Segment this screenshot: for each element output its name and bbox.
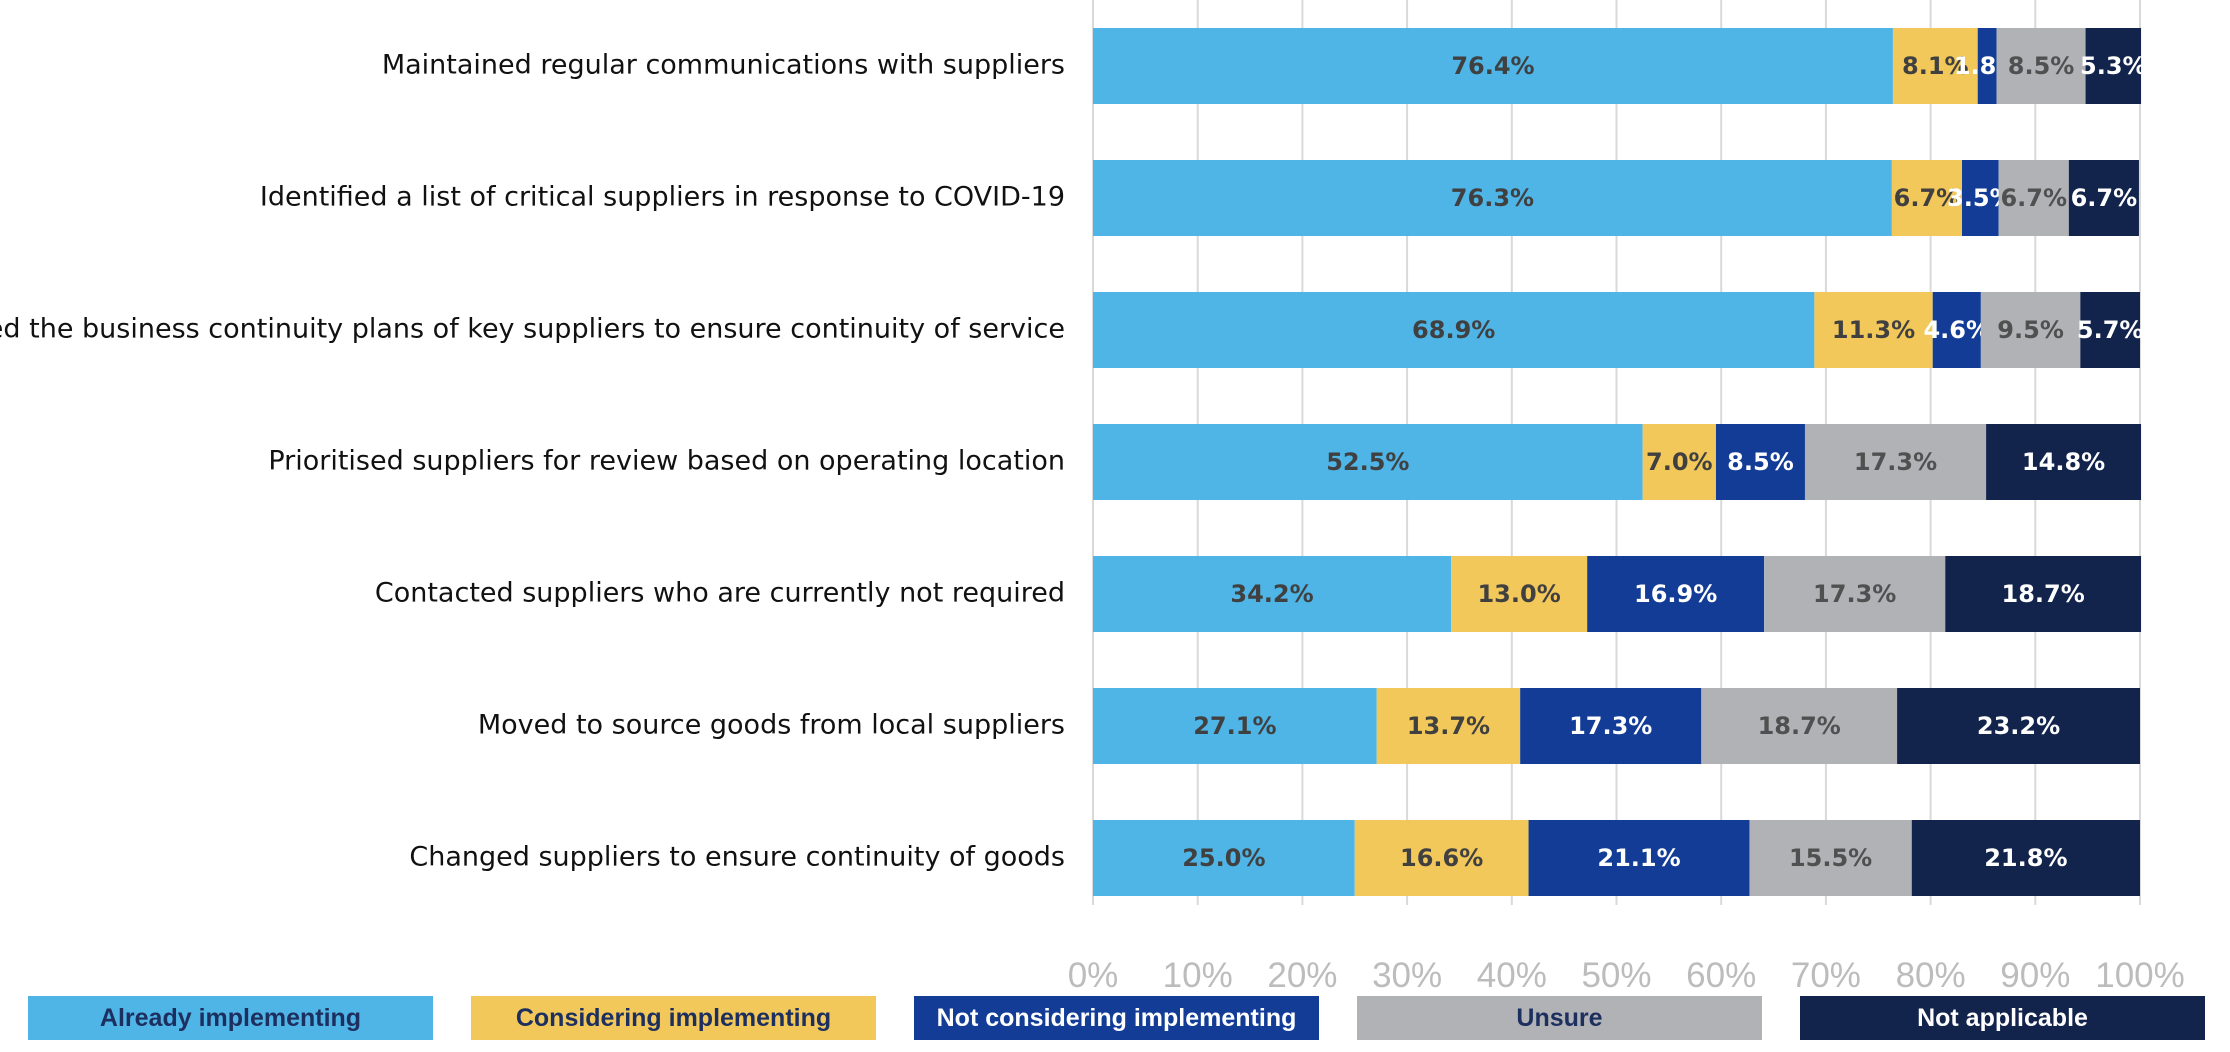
bar-segment [1093, 160, 1892, 236]
bar-segment [1587, 556, 1765, 632]
bar-segment [1977, 28, 1997, 104]
data-label: 6.7% [1894, 184, 1961, 212]
bar-segment [1528, 820, 1750, 896]
legend: Already implementing Considering implemen… [0, 996, 2230, 1040]
x-tick-label: 10% [1163, 956, 1233, 995]
legend-item: Already implementing [28, 996, 433, 1040]
data-label: 8.5% [2008, 52, 2075, 80]
bar-segment [2080, 292, 2140, 368]
bar-segment [1998, 160, 2069, 236]
bar-segment [1986, 424, 2142, 500]
bar-segment [1093, 28, 1893, 104]
category-label: Contacted suppliers who are currently no… [375, 578, 1065, 609]
data-label: 14.8% [2022, 448, 2105, 476]
x-tick-label: 40% [1477, 956, 1547, 995]
legend-item: Unsure [1357, 996, 1762, 1040]
data-label: 16.6% [1400, 844, 1483, 872]
x-tick-label: 70% [1791, 956, 1861, 995]
bar-segment [1962, 160, 1999, 236]
x-tick-label: 100% [2095, 956, 2185, 995]
bar-segment [1354, 820, 1529, 896]
bar-segment [2068, 160, 2139, 236]
data-label: 16.9% [1634, 580, 1717, 608]
category-label: Prioritised suppliers for review based o… [268, 446, 1065, 477]
legend-item: Not applicable [1800, 996, 2205, 1040]
x-tick-label: 30% [1372, 956, 1442, 995]
bar-segment [1093, 556, 1452, 632]
bar-segment [1642, 424, 1716, 500]
data-label: 5.7% [2077, 316, 2144, 344]
category-labels: Maintained regular communications with s… [0, 50, 1065, 873]
data-label: 18.7% [1758, 712, 1841, 740]
data-label: 25.0% [1182, 844, 1265, 872]
bar-segment [1520, 688, 1702, 764]
data-label: 27.1% [1193, 712, 1276, 740]
data-label: 17.3% [1813, 580, 1896, 608]
bar-segment [1451, 556, 1588, 632]
data-label: 76.3% [1451, 184, 1534, 212]
bar-segment [1980, 292, 2081, 368]
data-label: 13.7% [1407, 712, 1490, 740]
bar-segment [1715, 424, 1805, 500]
bar-segment [1804, 424, 1987, 500]
data-label: 21.8% [1984, 844, 2067, 872]
category-label: Moved to source goods from local supplie… [478, 710, 1065, 741]
x-tick-label: 80% [1896, 956, 1966, 995]
bar-segment [1701, 688, 1898, 764]
category-label: Maintained regular communications with s… [382, 50, 1065, 81]
x-tick-label: 20% [1267, 956, 1337, 995]
data-label: 17.3% [1854, 448, 1937, 476]
bar-segment [1945, 556, 2142, 632]
bar-segment [1892, 28, 1978, 104]
data-label: 6.7% [2071, 184, 2138, 212]
category-label: Reviewed the business continuity plans o… [0, 314, 1065, 345]
data-label: 8.1% [1902, 52, 1969, 80]
bar-segment [1814, 292, 1933, 368]
data-label: 6.7% [2000, 184, 2067, 212]
x-tick-label: 0% [1068, 956, 1119, 995]
bar-segment [1897, 688, 2140, 764]
x-axis-tick-labels: 0% 10% 20% 30% 40% 50% 60% 70% 80% 90% 100% [1068, 956, 2185, 995]
bar-segment [1093, 688, 1377, 764]
bar-segment [1376, 688, 1521, 764]
bar-segment [1093, 292, 1815, 368]
bar-segment [1764, 556, 1946, 632]
data-label: 11.3% [1832, 316, 1915, 344]
data-label: 13.0% [1477, 580, 1560, 608]
bar-segment [1749, 820, 1912, 896]
bar-segment [1093, 820, 1355, 896]
data-label: 18.7% [2002, 580, 2085, 608]
data-label: 34.2% [1230, 580, 1313, 608]
x-tick-label: 90% [2000, 956, 2070, 995]
data-label: 17.3% [1569, 712, 1652, 740]
bar-segment [2085, 28, 2142, 104]
data-label: 5.3% [2080, 52, 2147, 80]
bar-segment [1932, 292, 1981, 368]
data-label: 68.9% [1412, 316, 1495, 344]
data-label: 4.6% [1923, 316, 1990, 344]
category-label: Changed suppliers to ensure continuity o… [409, 842, 1065, 873]
category-label: Identified a list of critical suppliers … [260, 182, 1065, 213]
bar-segment [1093, 424, 1643, 500]
x-tick-label: 50% [1581, 956, 1651, 995]
data-label: 52.5% [1326, 448, 1409, 476]
bar-segment [1891, 160, 1963, 236]
data-label: 21.1% [1597, 844, 1680, 872]
x-tick-label: 60% [1686, 956, 1756, 995]
data-label: 9.5% [1997, 316, 2064, 344]
bar-segment [1911, 820, 2140, 896]
data-label: 23.2% [1977, 712, 2060, 740]
bars: 76.4% 8.1%1.8%8.5% 5.3%76.3% 6.7%3.5%6.7% 6.… [1093, 28, 2147, 896]
data-label: 8.5% [1727, 448, 1794, 476]
data-label: 76.4% [1451, 52, 1534, 80]
legend-item: Considering implementing [471, 996, 876, 1040]
bar-segment [1996, 28, 2086, 104]
data-label: 15.5% [1789, 844, 1872, 872]
legend-item: Not considering implementing [914, 996, 1319, 1040]
data-label: 7.0% [1646, 448, 1713, 476]
